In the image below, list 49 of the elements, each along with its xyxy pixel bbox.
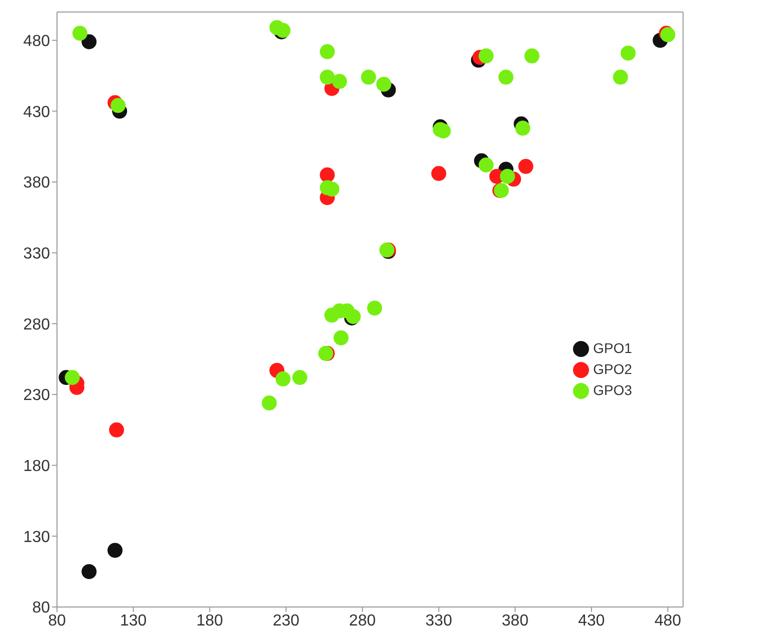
point	[320, 70, 335, 85]
y-tick-label: 230	[23, 387, 50, 404]
point	[82, 34, 97, 50]
legend-label: GPO1	[593, 340, 632, 356]
point	[612, 70, 628, 85]
point	[320, 167, 335, 182]
x-tick-label: 280	[349, 612, 376, 630]
legend-label: GPO3	[593, 382, 632, 398]
point	[620, 46, 636, 61]
point	[334, 330, 349, 346]
point	[276, 371, 291, 386]
point	[518, 158, 534, 174]
x-tick-label: 480	[654, 612, 682, 630]
point	[376, 76, 392, 92]
y-tick-label: 330	[23, 246, 50, 263]
point	[500, 168, 515, 184]
x-tick-label: 230	[272, 612, 300, 630]
x-tick-label: 80	[48, 612, 66, 630]
x-tick-label: 430	[578, 612, 605, 630]
x-tick-label: 180	[196, 612, 224, 630]
point	[320, 44, 335, 60]
x-tick-label: 330	[425, 612, 452, 630]
point	[431, 166, 446, 181]
point	[361, 70, 376, 85]
y-tick-label: 380	[23, 174, 50, 192]
point	[332, 74, 348, 89]
y-tick-label: 80	[32, 600, 50, 617]
point	[262, 396, 277, 410]
point	[82, 564, 97, 580]
point	[478, 48, 494, 64]
point	[478, 158, 494, 172]
point	[367, 300, 382, 316]
y-tick-label: 480	[23, 33, 50, 50]
y-tick-label: 430	[23, 104, 50, 121]
y-tick-label: 180	[23, 458, 50, 476]
legend-label: GPO2	[593, 361, 632, 377]
point	[108, 542, 123, 558]
x-tick-label: 130	[120, 612, 147, 630]
point	[109, 422, 124, 438]
point	[64, 370, 80, 385]
point	[72, 26, 88, 41]
point	[524, 48, 540, 64]
y-tick-label: 130	[23, 528, 50, 546]
point	[515, 120, 530, 136]
point	[110, 98, 126, 113]
y-tick-label: 280	[23, 316, 50, 334]
point	[292, 370, 308, 385]
point	[498, 70, 514, 85]
x-tick-label: 380	[502, 612, 529, 630]
